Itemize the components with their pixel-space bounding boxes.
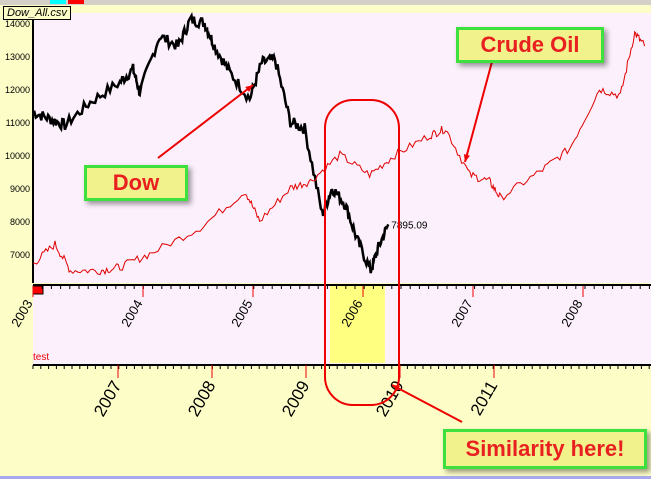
y-tick-label: 14000 bbox=[5, 19, 30, 29]
x-tick-label-top: 2003 bbox=[8, 297, 35, 330]
y-tick-label: 13000 bbox=[5, 52, 30, 62]
similarity-highlight-box bbox=[324, 99, 400, 406]
chart-title: Dow_All.csv bbox=[3, 6, 71, 20]
color-swatch-red[interactable] bbox=[68, 0, 84, 4]
top-toolbar bbox=[0, 0, 651, 5]
x-tick-label-bottom: 2008 bbox=[184, 378, 219, 420]
status-bar bbox=[0, 476, 651, 491]
series-line-crude-oil bbox=[32, 30, 646, 276]
x-tick-label-bottom: 2011 bbox=[467, 378, 502, 419]
arrow-dow-head bbox=[245, 85, 253, 92]
callout-dow: Dow bbox=[84, 165, 188, 201]
arrow-crude-oil bbox=[464, 57, 494, 163]
arrow-similarity bbox=[391, 384, 463, 423]
y-tick-label: 12000 bbox=[5, 85, 30, 95]
y-tick-label: 11000 bbox=[6, 118, 30, 128]
color-swatch-cyan[interactable] bbox=[50, 0, 66, 4]
x-tick-label-bottom: 2007 bbox=[90, 378, 125, 420]
callout-crude-oil: Crude Oil bbox=[456, 27, 604, 63]
panel-marker bbox=[32, 285, 44, 295]
series-line-dow bbox=[32, 11, 390, 274]
y-tick-label: 9000 bbox=[10, 184, 30, 194]
last-value-label: 7895.09 bbox=[391, 220, 428, 231]
y-tick-label: 8000 bbox=[10, 217, 30, 227]
arrow-crude-oil-head bbox=[463, 154, 470, 162]
callout-similarity: Similarity here! bbox=[443, 429, 647, 469]
arrow-dow bbox=[157, 84, 254, 159]
arrow-similarity-head bbox=[392, 385, 400, 392]
y-tick-label: 10000 bbox=[5, 151, 30, 161]
panel-label: test bbox=[33, 352, 49, 363]
highlight-range bbox=[330, 286, 385, 363]
x-tick-label-bottom: 2009 bbox=[278, 378, 313, 420]
y-tick-label: 7000 bbox=[10, 250, 30, 260]
